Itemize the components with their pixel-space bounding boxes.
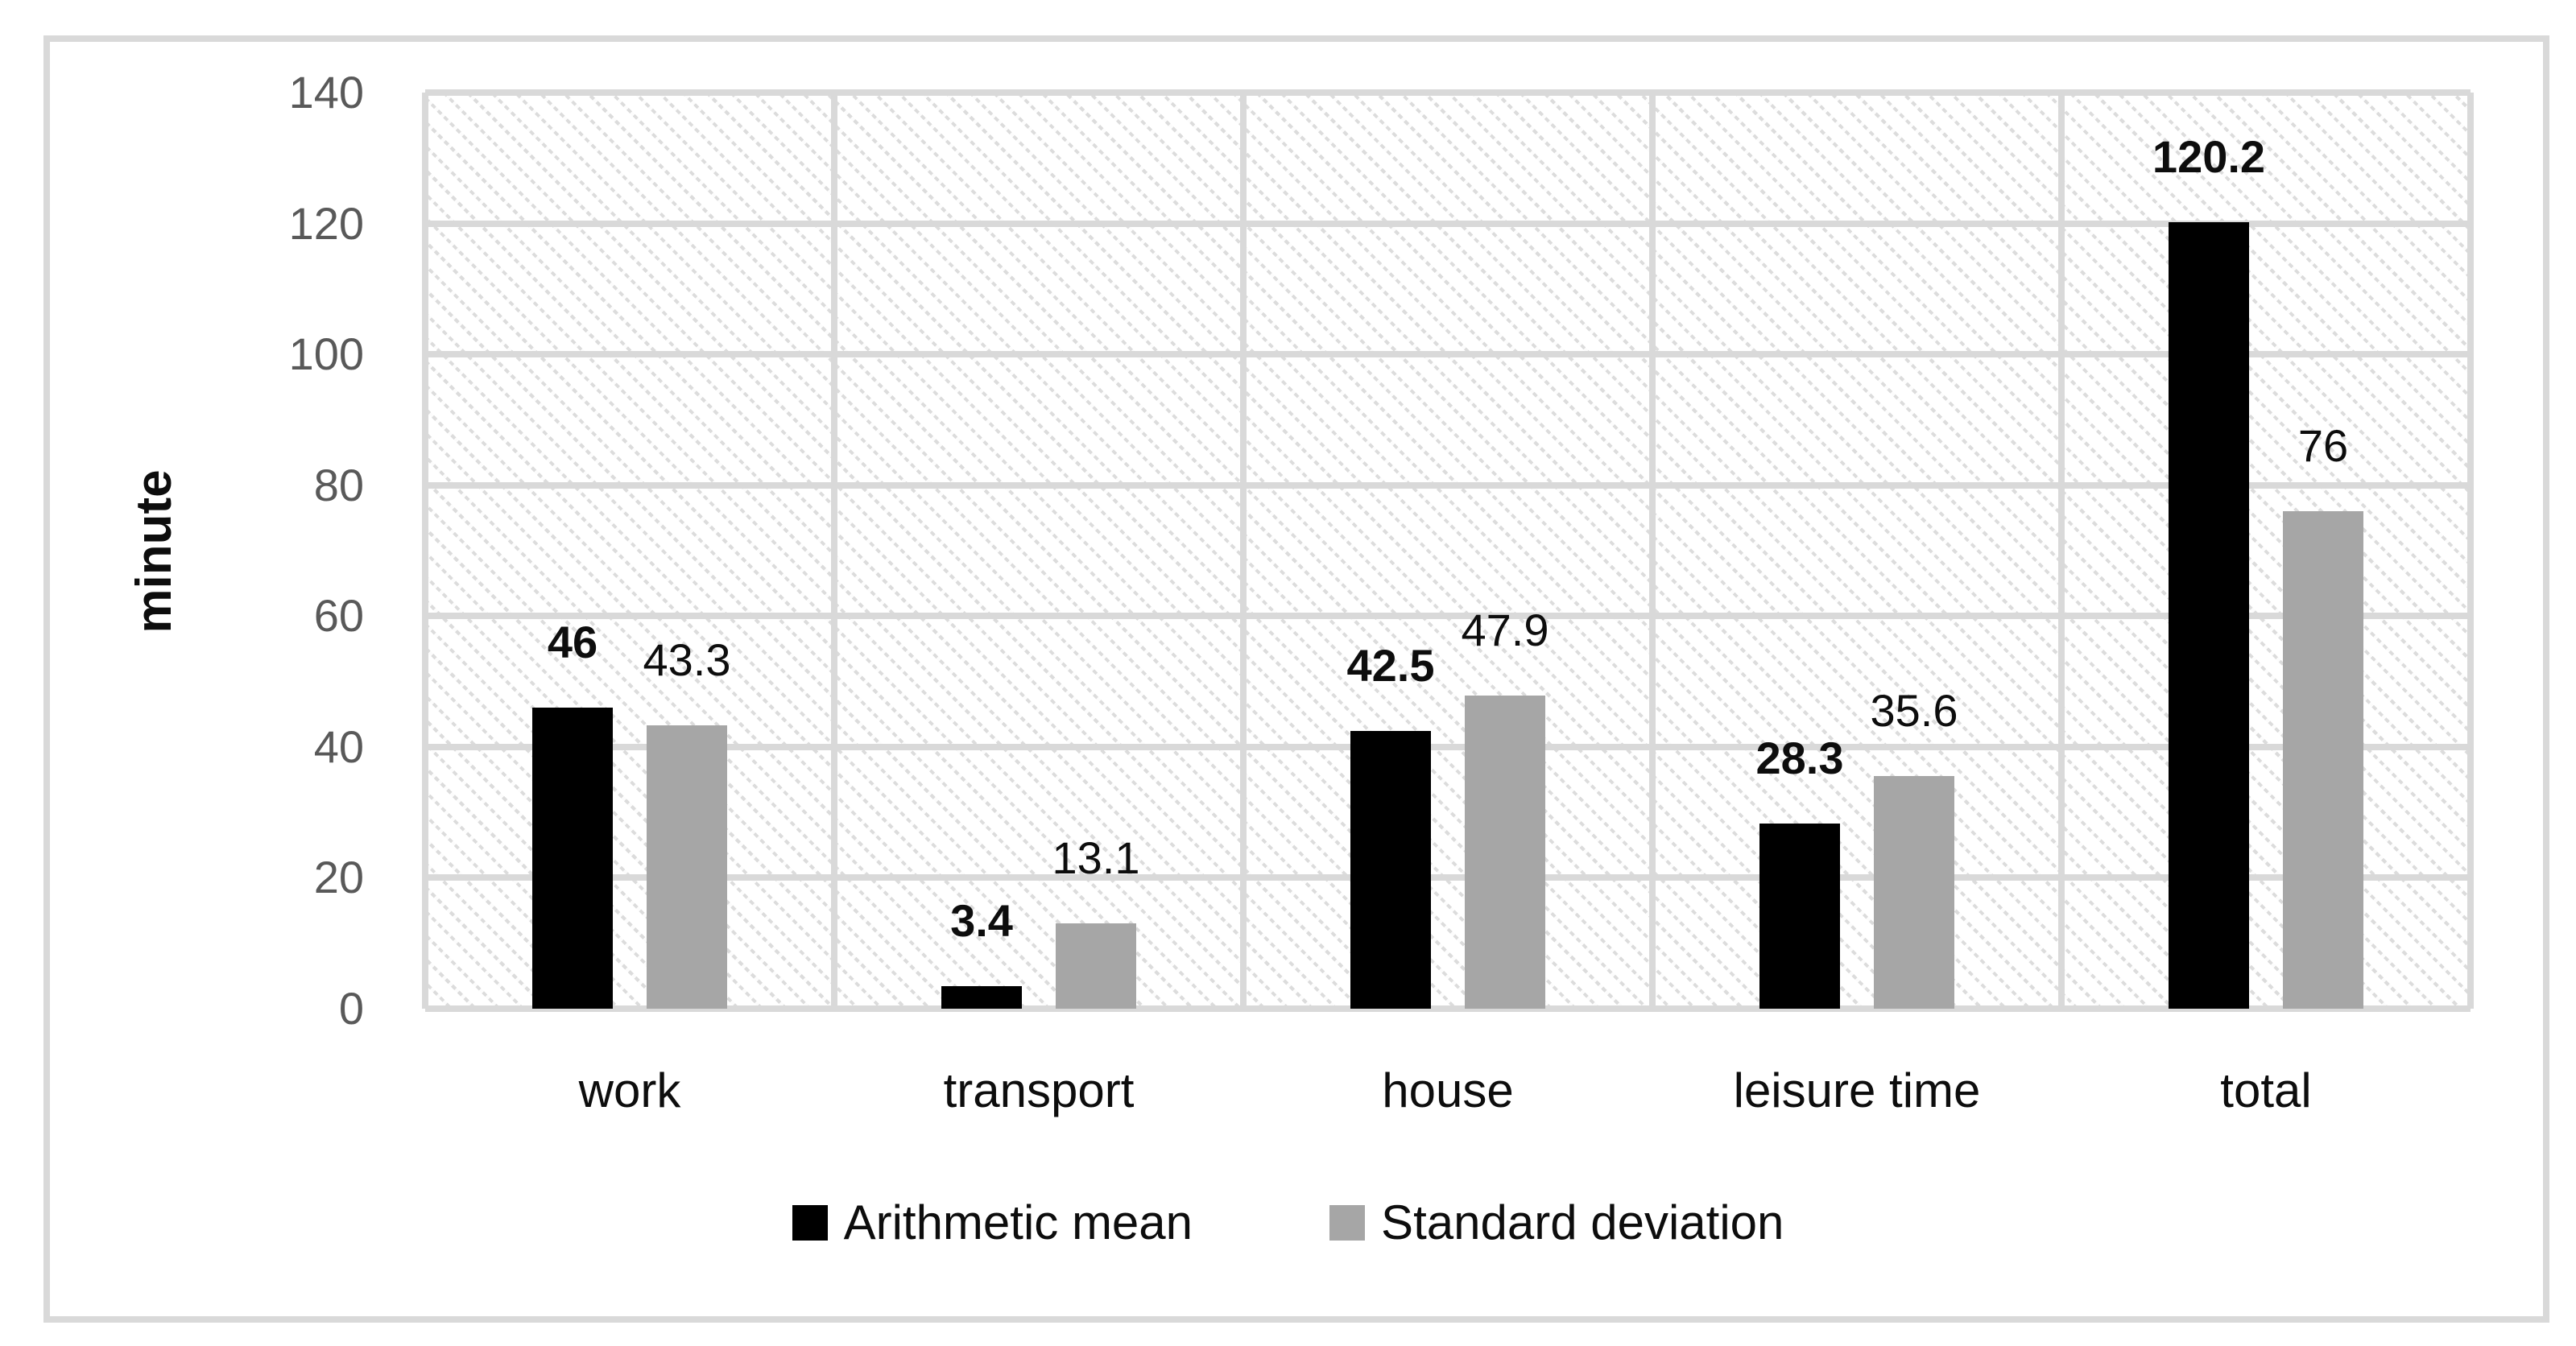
bar-standard-deviation-transport [1056, 923, 1136, 1009]
y-tick-0: 0 [338, 983, 364, 1034]
figure-border [43, 35, 2549, 1323]
gridline-h-20 [425, 874, 2471, 882]
x-axis-label-total: total [2220, 1063, 2312, 1117]
gridline-h-60 [425, 613, 2471, 620]
legend-label-standard-deviation: Standard deviation [1381, 1195, 1784, 1249]
bar-standard-deviation-work [647, 725, 727, 1009]
bar-standard-deviation-house [1465, 695, 1545, 1009]
gridline-v-4 [2058, 93, 2065, 1009]
gridline-h-0 [425, 1005, 2471, 1012]
y-tick-140: 140 [288, 67, 364, 118]
plot-area: 46 43.3 3.4 13.1 42.5 47.9 28.3 35.6 120.2 76 [422, 89, 2474, 1012]
y-tick-120: 120 [288, 197, 364, 249]
y-tick-20: 20 [313, 852, 364, 903]
bar-arithmetic-mean-leisure-time [1759, 823, 1840, 1009]
legend-item-standard-deviation: Standard deviation [1329, 1191, 1784, 1255]
value-label-arithmetic-mean-work: 46 [547, 617, 598, 668]
gridline-h-140 [425, 89, 2471, 96]
bar-arithmetic-mean-total [2169, 221, 2249, 1009]
legend-swatch-arithmetic-mean [792, 1205, 828, 1241]
gridline-h-40 [425, 743, 2471, 750]
bar-arithmetic-mean-work [532, 708, 613, 1009]
value-label-standard-deviation-work: 43.3 [643, 634, 731, 686]
y-tick-80: 80 [313, 459, 364, 510]
y-tick-100: 100 [288, 328, 364, 380]
bar-standard-deviation-leisure-time [1874, 775, 1954, 1009]
value-label-arithmetic-mean-leisure-time: 28.3 [1755, 732, 1844, 783]
value-label-standard-deviation-house: 47.9 [1461, 604, 1549, 655]
bar-standard-deviation-total [2283, 511, 2363, 1009]
value-label-arithmetic-mean-total: 120.2 [2152, 130, 2266, 182]
gridline-v-3 [1649, 93, 1656, 1009]
value-label-arithmetic-mean-house: 42.5 [1346, 639, 1435, 691]
x-axis-label-house: house [1382, 1063, 1514, 1117]
value-label-arithmetic-mean-transport: 3.4 [950, 895, 1013, 947]
y-tick-40: 40 [313, 720, 364, 772]
gridline-v-2 [1240, 93, 1247, 1009]
bar-arithmetic-mean-house [1350, 730, 1431, 1009]
bar-arithmetic-mean-transport [941, 986, 1022, 1009]
gridline-v-5 [2467, 93, 2474, 1009]
value-label-standard-deviation-total: 76 [2297, 420, 2349, 472]
gridline-v-0 [422, 93, 428, 1009]
legend-swatch-standard-deviation [1329, 1205, 1366, 1241]
legend-item-arithmetic-mean: Arithmetic mean [792, 1191, 1193, 1255]
gridline-h-120 [425, 220, 2471, 227]
legend: Arithmetic mean Standard deviation [0, 1191, 2576, 1255]
x-axis-label-leisure-time: leisure time [1733, 1063, 1981, 1117]
gridline-v-1 [831, 93, 837, 1009]
legend-label-arithmetic-mean: Arithmetic mean [843, 1195, 1193, 1249]
gridline-h-80 [425, 481, 2471, 489]
value-label-standard-deviation-transport: 13.1 [1052, 832, 1140, 883]
y-tick-60: 60 [313, 590, 364, 642]
value-label-standard-deviation-leisure-time: 35.6 [1870, 684, 1958, 736]
x-axis-label-transport: transport [943, 1063, 1135, 1117]
gridline-h-100 [425, 351, 2471, 358]
x-axis-label-work: work [578, 1063, 681, 1117]
